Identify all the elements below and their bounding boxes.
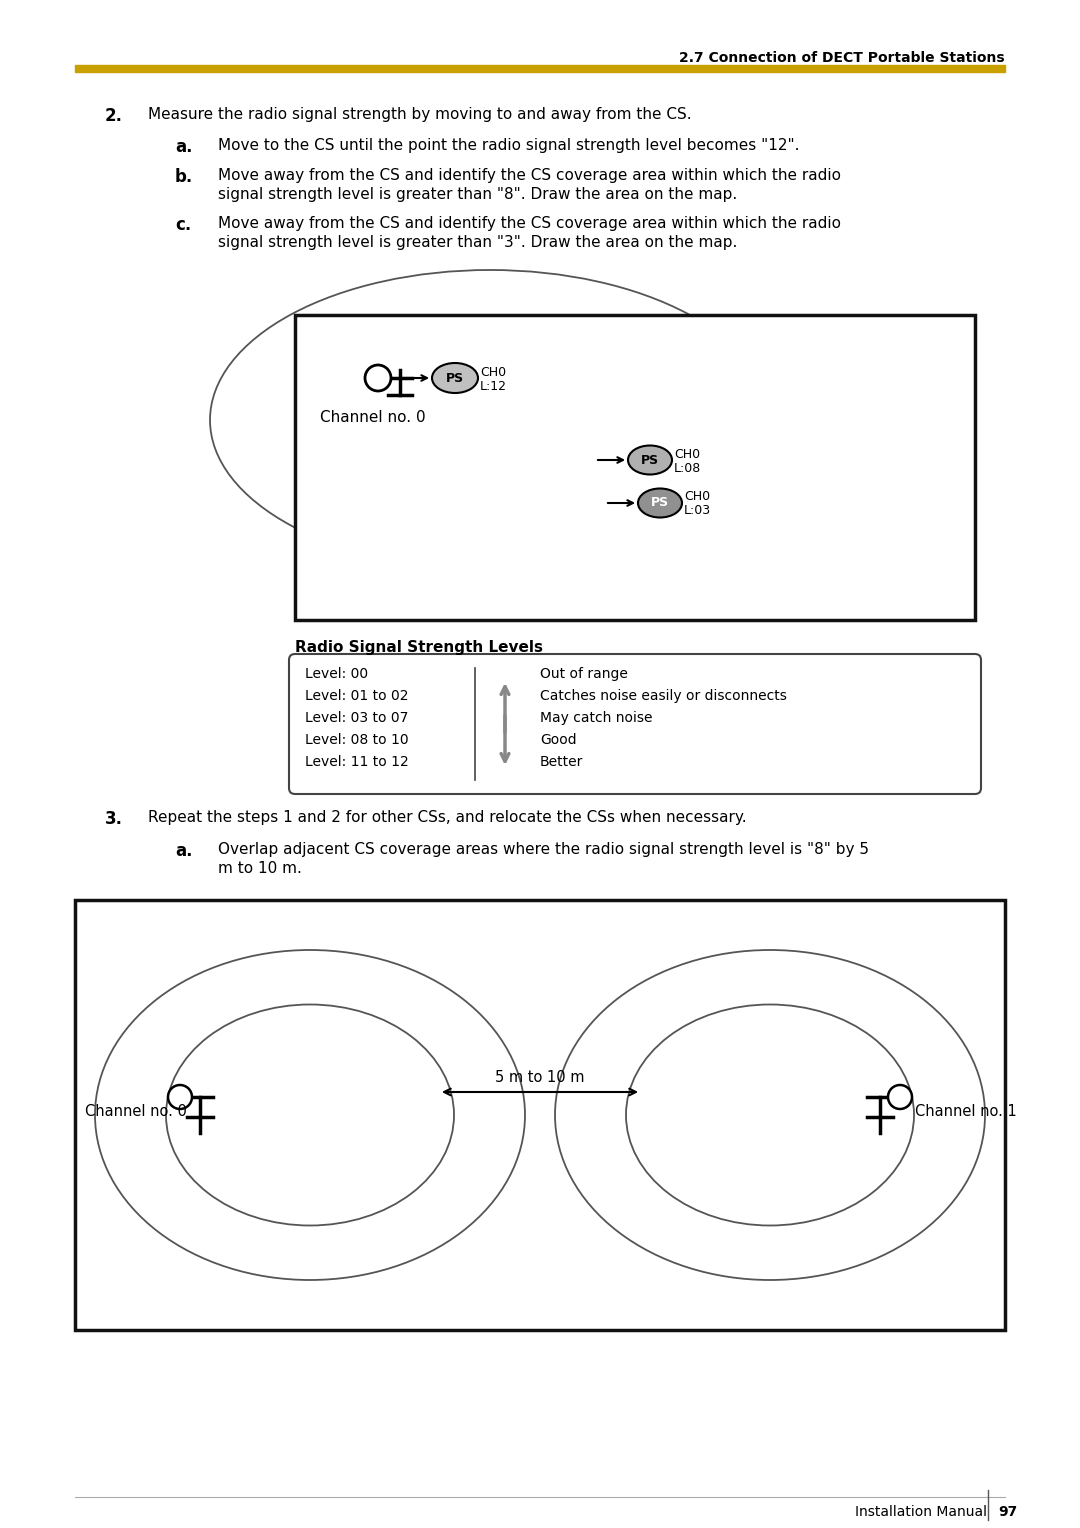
- Ellipse shape: [638, 489, 681, 518]
- Text: 3.: 3.: [105, 810, 123, 828]
- Text: Move to the CS until the point the radio signal strength level becomes "12".: Move to the CS until the point the radio…: [218, 138, 799, 153]
- Text: Level: 03 to 07: Level: 03 to 07: [305, 711, 408, 724]
- Text: c.: c.: [175, 215, 191, 234]
- Text: L:08: L:08: [674, 461, 701, 475]
- Text: PS: PS: [651, 497, 670, 509]
- Text: 5 m to 10 m: 5 m to 10 m: [496, 1071, 584, 1085]
- Text: Installation Manual: Installation Manual: [855, 1505, 987, 1519]
- Text: Level: 08 to 10: Level: 08 to 10: [305, 733, 408, 747]
- Ellipse shape: [627, 446, 672, 475]
- Text: Radio Signal Strength Levels: Radio Signal Strength Levels: [295, 640, 543, 656]
- Text: signal strength level is greater than "3". Draw the area on the map.: signal strength level is greater than "3…: [218, 235, 738, 251]
- Text: May catch noise: May catch noise: [540, 711, 652, 724]
- Text: Catches noise easily or disconnects: Catches noise easily or disconnects: [540, 689, 787, 703]
- Text: CH0: CH0: [480, 365, 507, 379]
- Text: a.: a.: [175, 138, 192, 156]
- Ellipse shape: [432, 364, 478, 393]
- Text: Channel no. 0: Channel no. 0: [320, 410, 426, 425]
- Text: L:12: L:12: [480, 379, 507, 393]
- Circle shape: [365, 365, 391, 391]
- Text: Level: 11 to 12: Level: 11 to 12: [305, 755, 408, 769]
- Text: Good: Good: [540, 733, 577, 747]
- Text: a.: a.: [175, 842, 192, 860]
- Text: Better: Better: [540, 755, 583, 769]
- Circle shape: [168, 1085, 192, 1109]
- Circle shape: [888, 1085, 912, 1109]
- Bar: [75, 900, 1005, 1329]
- Text: 2.: 2.: [105, 107, 123, 125]
- Bar: [75, 66, 1005, 72]
- Text: Repeat the steps 1 and 2 for other CSs, and relocate the CSs when necessary.: Repeat the steps 1 and 2 for other CSs, …: [148, 810, 746, 825]
- Text: CH0: CH0: [684, 490, 711, 504]
- Text: PS: PS: [640, 454, 659, 466]
- Text: 2.7 Connection of DECT Portable Stations: 2.7 Connection of DECT Portable Stations: [679, 50, 1005, 66]
- Text: Move away from the CS and identify the CS coverage area within which the radio: Move away from the CS and identify the C…: [218, 168, 841, 183]
- Text: Level: 01 to 02: Level: 01 to 02: [305, 689, 408, 703]
- Text: Measure the radio signal strength by moving to and away from the CS.: Measure the radio signal strength by mov…: [148, 107, 691, 122]
- Text: PS: PS: [446, 371, 464, 385]
- Text: Channel no. 1: Channel no. 1: [915, 1105, 1016, 1120]
- Text: Channel no. 0: Channel no. 0: [85, 1105, 187, 1120]
- Text: Move away from the CS and identify the CS coverage area within which the radio: Move away from the CS and identify the C…: [218, 215, 841, 231]
- Text: m to 10 m.: m to 10 m.: [218, 860, 302, 876]
- Text: signal strength level is greater than "8". Draw the area on the map.: signal strength level is greater than "8…: [218, 186, 738, 202]
- Text: L:03: L:03: [684, 504, 711, 518]
- Text: Overlap adjacent CS coverage areas where the radio signal strength level is "8" : Overlap adjacent CS coverage areas where…: [218, 842, 869, 857]
- Text: 97: 97: [998, 1505, 1017, 1519]
- Text: b.: b.: [175, 168, 193, 186]
- Text: Level: 00: Level: 00: [305, 668, 368, 681]
- FancyBboxPatch shape: [289, 654, 981, 795]
- Bar: [295, 315, 975, 620]
- Text: Out of range: Out of range: [540, 668, 627, 681]
- Text: CH0: CH0: [674, 448, 700, 460]
